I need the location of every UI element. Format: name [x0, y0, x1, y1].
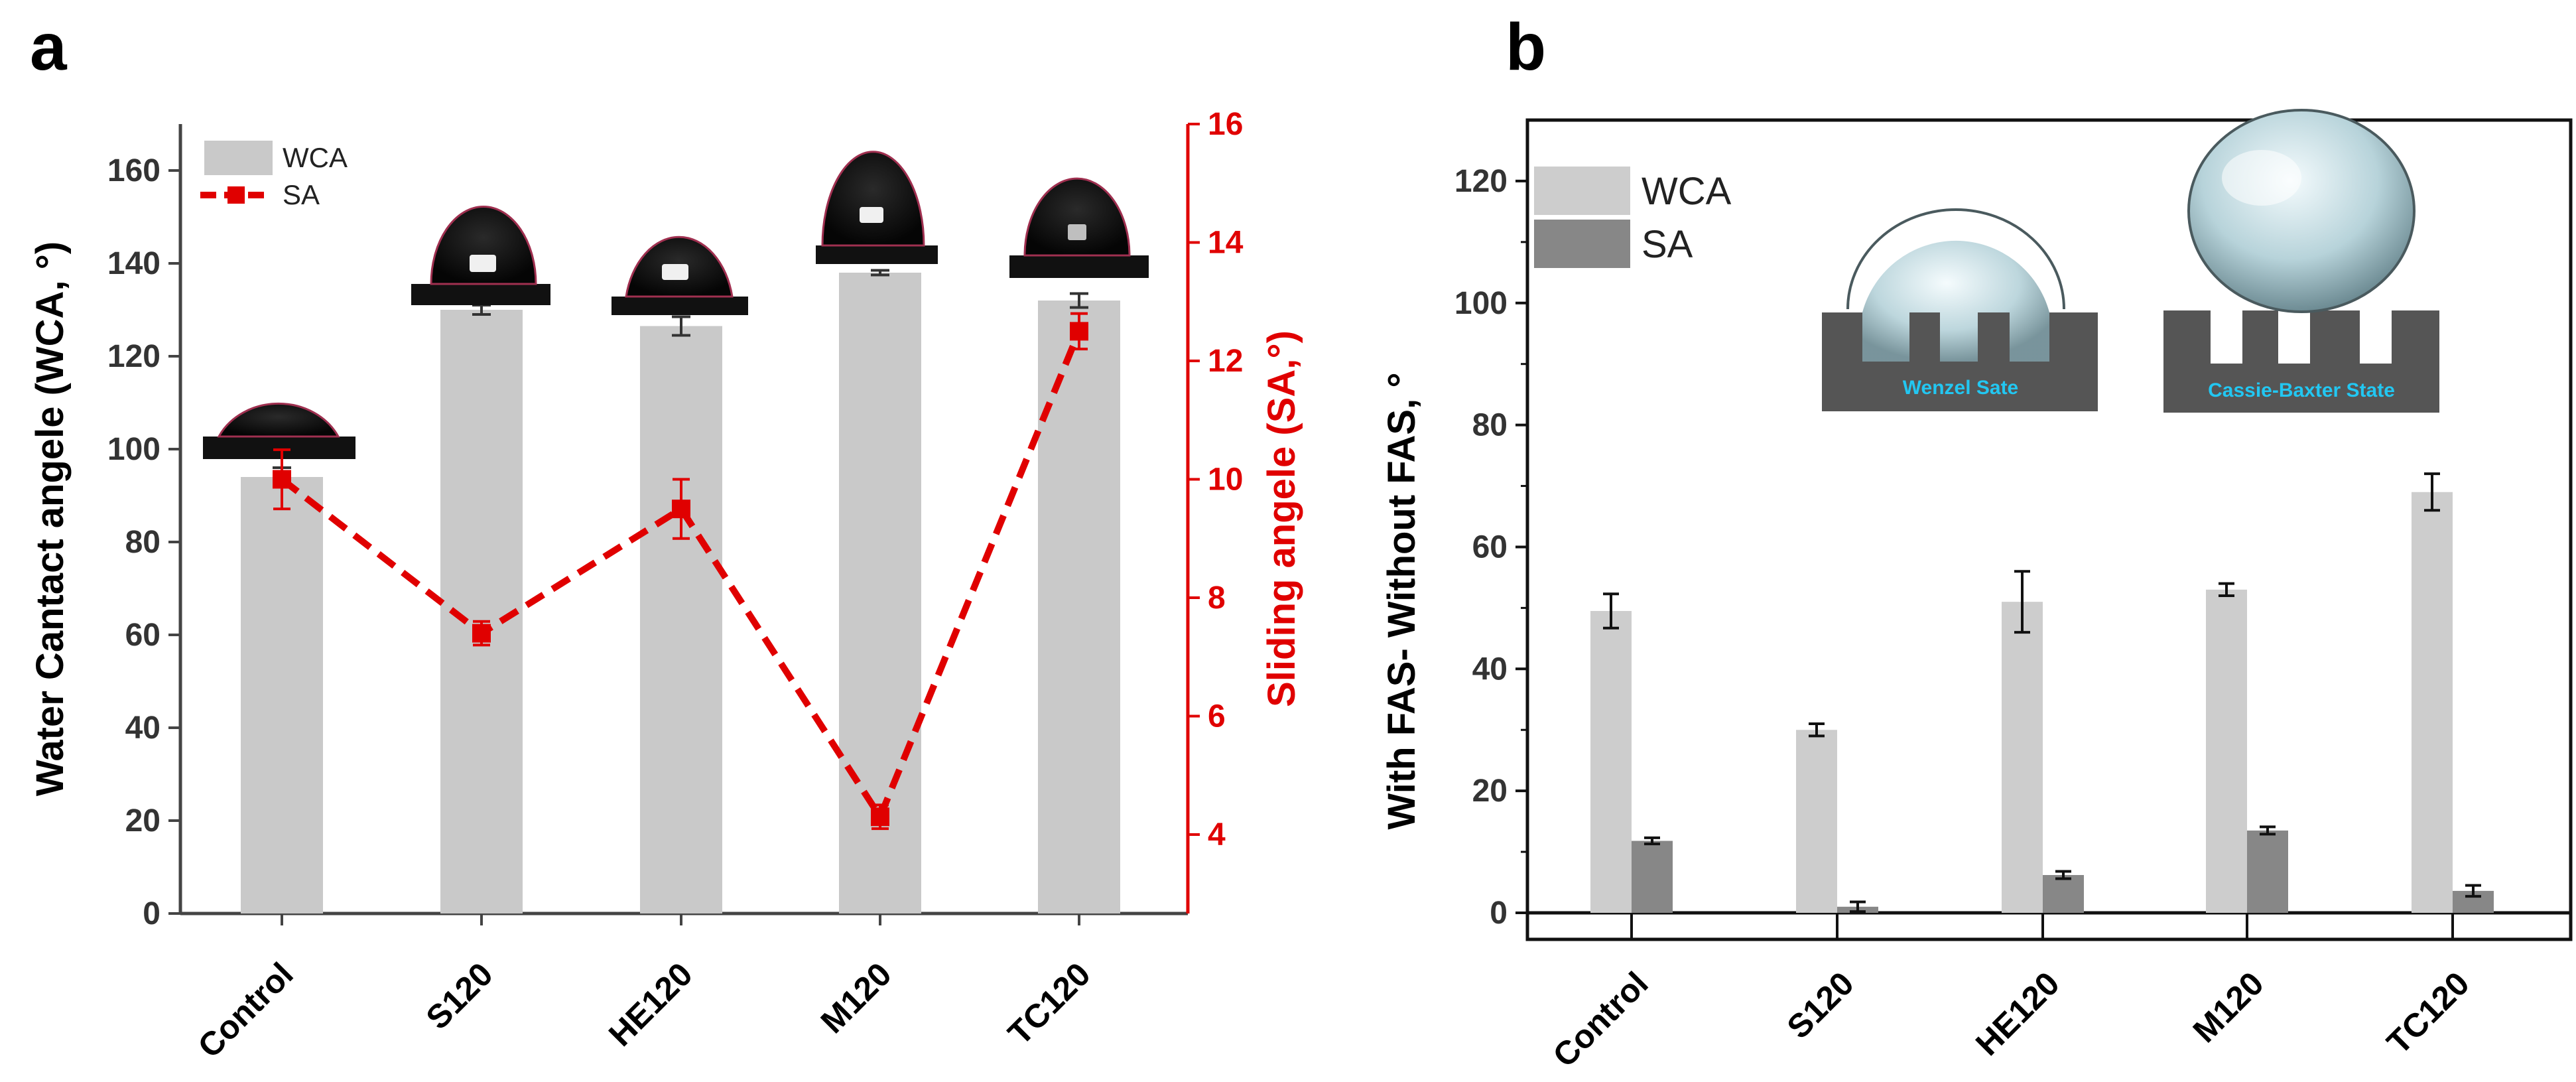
- x-tick-label: S120: [419, 955, 500, 1036]
- y-tick-label: 0: [1490, 896, 1508, 931]
- legend-label-wca-b: WCA: [1642, 170, 1732, 213]
- sa-point: [672, 500, 690, 519]
- sa-point: [871, 807, 889, 827]
- wca-bar: [640, 326, 722, 913]
- panel-a-y-ticks: 0 20 40 60 80 100 120 140 160: [107, 153, 180, 931]
- y-tick-label: 120: [107, 339, 161, 374]
- droplet-photo-he120: [612, 236, 748, 315]
- droplet-photo-s120: [411, 206, 550, 305]
- y-right-tick-label: 4: [1208, 817, 1226, 852]
- panel-b-y-axis-title: With FAS- Without FAS, °: [1380, 372, 1423, 829]
- x-tick-label: TC120: [2380, 965, 2477, 1061]
- wenzel-state-inset: Wenzel Sate: [1822, 208, 2098, 411]
- y-right-tick-label: 8: [1208, 580, 1226, 616]
- y-tick-label: 100: [107, 432, 161, 467]
- y-tick-label: 40: [1472, 651, 1508, 687]
- x-tick-label: HE120: [1968, 965, 2067, 1063]
- wca-bar: [1590, 610, 1632, 913]
- wca-bar: [1038, 301, 1120, 913]
- y-tick-label: 60: [125, 618, 161, 653]
- wca-bar: [2412, 492, 2453, 913]
- legend-swatch-sa-b: [1534, 220, 1630, 268]
- y-tick-label: 160: [107, 153, 161, 188]
- wca-bar: [1796, 730, 1837, 913]
- y-tick-label: 80: [1472, 408, 1508, 443]
- panel-b-axes: [1525, 118, 2573, 941]
- legend-swatch-wca: [204, 141, 273, 175]
- panel-a-droplet-photos: [203, 151, 1149, 459]
- y-tick-label: 120: [1454, 164, 1508, 199]
- panel-a-y-axis-title: Water Cantact angele (WCA, °): [29, 241, 72, 796]
- cassie-baxter-state-inset: Cassie-Baxter State: [2163, 109, 2439, 413]
- sa-point: [1070, 322, 1088, 341]
- panel-a-y-axis-title-right: Sliding angele (SA,°): [1260, 330, 1303, 707]
- panel-a-y-ticks-right: 4 6 8 10 12 14 16: [1188, 107, 1244, 852]
- wca-bar: [2206, 589, 2247, 913]
- x-tick-label: Control: [191, 955, 300, 1065]
- y-tick-label: 20: [1472, 774, 1508, 809]
- x-tick-label: M120: [2186, 965, 2271, 1049]
- y-tick-label: 40: [125, 710, 161, 746]
- y-right-tick-label: 12: [1208, 344, 1243, 379]
- y-right-tick-label: 16: [1208, 107, 1243, 142]
- y-right-tick-label: 10: [1208, 462, 1243, 498]
- panel-b-category-labels: Control S120 HE120 M120 TC120: [1546, 913, 2477, 1074]
- x-tick-label: TC120: [1001, 955, 1098, 1052]
- sa-line: [279, 330, 1082, 825]
- legend-swatch-wca-b: [1534, 167, 1630, 215]
- droplet-photo-m120: [816, 151, 938, 264]
- droplet-photo-control: [203, 402, 355, 459]
- legend-marker-sa: [227, 186, 245, 204]
- y-tick-label: 20: [125, 803, 161, 839]
- panel-a-legend: WCA SA: [200, 141, 348, 210]
- sa-bar: [2043, 875, 2084, 913]
- panel-a-bars: [241, 269, 1120, 913]
- y-tick-label: 80: [125, 525, 161, 560]
- wca-bar: [2002, 602, 2043, 913]
- wenzel-state-label: Wenzel Sate: [1903, 377, 2019, 399]
- sa-point: [273, 470, 291, 489]
- panel-a-label: a: [30, 10, 68, 84]
- x-tick-label: M120: [814, 955, 899, 1040]
- x-tick-label: S120: [1780, 965, 1861, 1046]
- cassie-baxter-state-label: Cassie-Baxter State: [2208, 379, 2395, 401]
- y-tick-label: 100: [1454, 286, 1508, 321]
- wca-bar: [241, 477, 323, 913]
- panel-b-bars: [1590, 472, 2494, 913]
- legend-label-sa-b: SA: [1642, 223, 1693, 266]
- panel-a-category-labels: Control S120 HE120 M120 TC120: [191, 913, 1098, 1065]
- y-right-tick-label: 14: [1208, 226, 1244, 261]
- x-tick-label: HE120: [602, 955, 700, 1053]
- droplet-photo-tc120: [1009, 177, 1149, 278]
- sa-bar: [2247, 830, 2288, 913]
- y-tick-label: 60: [1472, 529, 1508, 565]
- panel-a-sa-series: [273, 312, 1088, 831]
- panel-b-frame: [1525, 118, 2573, 941]
- legend-label-wca: WCA: [283, 142, 348, 173]
- x-tick-label: Control: [1546, 965, 1655, 1074]
- sa-point: [472, 624, 491, 643]
- legend-label-sa: SA: [283, 179, 320, 210]
- y-right-tick-label: 6: [1208, 699, 1226, 734]
- sa-bar: [1632, 841, 1673, 913]
- panel-b-label: b: [1506, 10, 1546, 84]
- y-tick-label: 140: [107, 246, 161, 281]
- y-tick-label: 0: [143, 896, 161, 931]
- panel-b-legend: WCA SA: [1534, 167, 1732, 268]
